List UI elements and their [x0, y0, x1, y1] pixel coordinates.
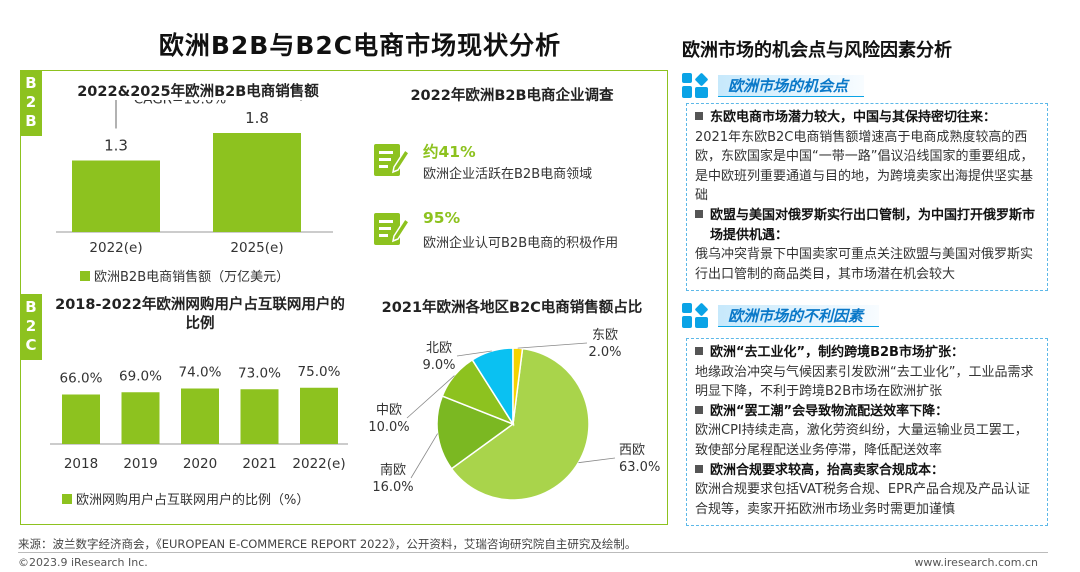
source-note: 来源：波兰数字经济商会，《EUROPEAN E-COMMERCE REPORT …	[18, 537, 637, 551]
page-title: 欧洲B2B与B2C电商市场现状分析	[158, 31, 562, 60]
bullet-square-icon	[695, 347, 703, 355]
risk-body: 地缘政治冲突与气候因素引发欧洲“去工业化”，工业品需求明显下降，不利于跨境B2B…	[695, 364, 1034, 400]
legend-swatch	[62, 493, 72, 504]
bullet-square-icon	[695, 405, 703, 414]
online-shopper-legend: 欧洲网购用户占互联网用户的比例（%）	[62, 489, 309, 508]
b2c-region-pie-chart: 西欧 63.0% 南欧 16.0% 中欧 10.0% 北欧 9.0% 东欧 2.0%	[368, 328, 660, 501]
tick-label: 2022(e)	[292, 456, 345, 472]
risk-heading: 欧洲“罢工潮”会导致物流配送效率下降：	[695, 402, 1037, 422]
data-label: 1.8	[245, 109, 269, 127]
tick-label: 2025(e)	[230, 240, 283, 256]
cagr-bg	[126, 100, 234, 109]
tick-label: 2022(e)	[89, 240, 142, 256]
data-label: 66.0%	[60, 371, 103, 387]
slice-name: 西欧	[619, 443, 645, 458]
risk-body: 欧洲合规要求包括VAT税务合规、EPR产品合规及产品认证合规等，卖家开拓欧洲市场…	[695, 482, 1030, 517]
legend-swatch	[80, 270, 90, 281]
data-label: 74.0%	[179, 365, 222, 381]
footer-divider	[18, 552, 1048, 553]
bar-2019	[121, 392, 160, 444]
opportunity-body: 2021年东欧B2C电商销售额增速高于电商成熟度较高的西欧，东欧国家是中国“一带…	[695, 129, 1034, 204]
tick-label: 2020	[183, 456, 217, 472]
slice-name: 中欧	[376, 403, 402, 418]
copyright: ©2023.9 iResearch Inc.	[18, 556, 148, 569]
checklist-pen-icon	[374, 144, 410, 176]
opportunity-body: 俄乌冲突背景下中国卖家可重点关注欧盟与美国对俄罗斯实行出口管制的商品类目，其市场…	[695, 247, 1034, 282]
tick-label: 2018	[64, 456, 98, 472]
survey-value: 约41%	[423, 143, 476, 161]
tick-label: 2019	[123, 456, 157, 472]
leader-line	[410, 433, 438, 479]
risk-heading: 欧洲“去工业化”，制约跨境B2B市场扩张：	[695, 343, 1037, 363]
slice-name: 北欧	[426, 341, 452, 356]
leader-line	[456, 350, 492, 357]
risks-box: 欧洲“去工业化”，制约跨境B2B市场扩张： 地缘政治冲突与气候因素引发欧洲“去工…	[686, 338, 1048, 526]
website-link[interactable]: www.iresearch.com.cn	[914, 556, 1038, 569]
slice-西欧	[450, 347, 590, 501]
survey-title: 2022年欧洲B2B电商企业调查	[410, 88, 614, 104]
slice-value: 2.0%	[588, 345, 621, 360]
data-label: 73.0%	[238, 365, 281, 381]
slice-name: 东欧	[592, 328, 618, 343]
b2b-sales-chart-title: 2022&2025年欧洲B2B电商销售额	[77, 84, 319, 100]
online-shopper-chart-title: 2018-2022年欧洲网购用户占互联网用户的比例	[55, 297, 345, 332]
data-label: 75.0%	[298, 364, 341, 380]
bar-2020	[181, 388, 219, 444]
bar-2022(e)	[72, 160, 160, 232]
b2b-sales-legend: 欧洲B2B电商销售额（万亿美元）	[80, 266, 289, 285]
opportunities-label: 欧洲市场的机会点	[718, 75, 865, 97]
survey-value: 95%	[423, 209, 461, 227]
b2b-sales-bar-chart: 1.3 2022(e) 1.8 2025(e) CAGR=10.6%	[56, 100, 333, 256]
opportunity-heading: 欧盟与美国对俄罗斯实行出口管制，为中国打开俄罗斯市场提供机遇：	[695, 206, 1037, 245]
b2c-region-pie-title: 2021年欧洲各地区B2C电商销售额占比	[381, 300, 643, 316]
bar-2022(e)	[300, 387, 338, 444]
online-shopper-bar-chart: 66.0% 2018 69.0% 2019 74.0% 2020 73.0% 2021 75.0…	[50, 364, 348, 472]
risk-heading: 欧洲合规要求较高，抬高卖家合规成本：	[695, 461, 1037, 481]
cagr-bracket	[115, 100, 302, 129]
legend-label: 欧洲B2B电商销售额（万亿美元）	[94, 270, 290, 285]
opportunity-heading: 东欧电商市场潜力较大，中国与其保持密切往来：	[695, 108, 1037, 128]
right-panel-title: 欧洲市场的机会点与风险因素分析	[682, 40, 952, 61]
blocks-icon	[682, 72, 710, 99]
risk-body: 欧洲CPI持续走高，激化劳资纠纷，大量运输业员工罢工，致使部分尾程配送业务停滞，…	[695, 423, 1028, 458]
opportunities-box: 东欧电商市场潜力较大，中国与其保持密切往来： 2021年东欧B2C电商销售额增速…	[686, 103, 1048, 291]
slice-value: 9.0%	[422, 358, 455, 373]
risks-label: 欧洲市场的不利因素	[718, 305, 880, 327]
bullet-square-icon	[695, 464, 703, 473]
legend-label: 欧洲网购用户占互联网用户的比例（%）	[76, 493, 310, 508]
bar-2021	[240, 389, 279, 444]
blocks-icon	[682, 302, 710, 329]
slice-value: 63.0%	[619, 460, 660, 475]
slice-name: 南欧	[380, 462, 406, 478]
slice-value: 10.0%	[368, 420, 409, 435]
bar-2018	[62, 394, 100, 444]
bar-2025(e)	[213, 133, 301, 232]
slice-value: 16.0%	[372, 480, 413, 495]
tick-label: 2021	[242, 456, 276, 472]
bullet-square-icon	[695, 112, 703, 120]
data-label: 69.0%	[119, 368, 162, 384]
survey-desc: 欧洲企业认可B2B电商的积极作用	[423, 236, 619, 251]
cagr-annotation: CAGR=10.6%	[134, 100, 227, 108]
slice-东欧	[512, 347, 524, 425]
leader-line	[517, 342, 588, 349]
data-label: 1.3	[104, 137, 128, 155]
leader-line	[578, 457, 616, 464]
survey-desc: 欧洲企业活跃在B2B电商领域	[423, 167, 593, 182]
checklist-pen-icon	[374, 213, 410, 245]
bullet-square-icon	[695, 209, 703, 218]
slice-南欧	[436, 395, 515, 470]
leader-line	[406, 375, 455, 419]
